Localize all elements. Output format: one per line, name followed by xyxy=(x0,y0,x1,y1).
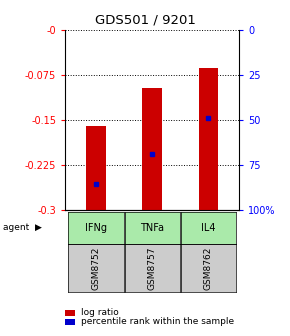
Text: GSM8752: GSM8752 xyxy=(92,246,101,290)
Text: GSM8757: GSM8757 xyxy=(148,246,157,290)
Text: IL4: IL4 xyxy=(201,223,216,233)
Text: agent  ▶: agent ▶ xyxy=(3,223,42,232)
Text: IFNg: IFNg xyxy=(85,223,107,233)
Bar xyxy=(142,88,162,210)
Bar xyxy=(86,126,106,210)
Bar xyxy=(199,68,218,210)
Text: TNFa: TNFa xyxy=(140,223,164,233)
Text: percentile rank within the sample: percentile rank within the sample xyxy=(81,318,234,326)
Text: GSM8762: GSM8762 xyxy=(204,246,213,290)
Text: log ratio: log ratio xyxy=(81,308,119,317)
Text: GDS501 / 9201: GDS501 / 9201 xyxy=(95,13,195,27)
